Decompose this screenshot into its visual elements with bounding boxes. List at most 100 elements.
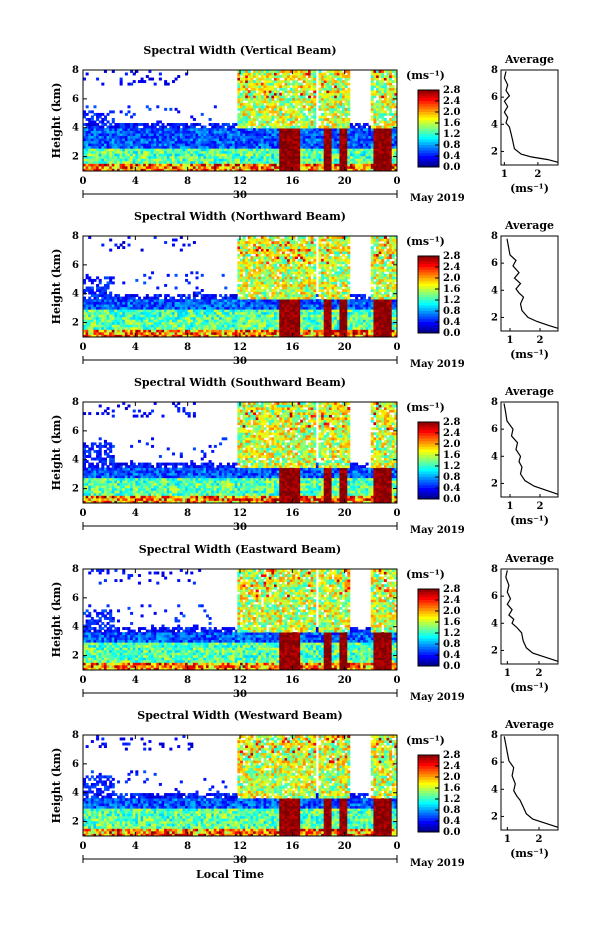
- heatmap-cell: [193, 123, 196, 126]
- heatmap-cell: [211, 302, 214, 305]
- heatmap-cell: [209, 312, 212, 315]
- heatmap-cell: [188, 143, 191, 146]
- heatmap-cell: [203, 294, 206, 297]
- heatmap-cell: [387, 123, 390, 126]
- heatmap-cell: [258, 289, 261, 292]
- heatmap-cell: [117, 314, 120, 317]
- heatmap-cell: [373, 153, 376, 156]
- heatmap-cell: [196, 161, 199, 164]
- heatmap-cell: [279, 138, 282, 141]
- heatmap-cell: [99, 153, 102, 156]
- heatmap-cell: [196, 327, 199, 330]
- heatmap-cell: [345, 126, 348, 129]
- heatmap-cell: [339, 123, 342, 126]
- heatmap-cell: [180, 249, 183, 252]
- heatmap-cell: [258, 115, 261, 118]
- heatmap-cell: [203, 126, 206, 129]
- heatmap-cell: [250, 85, 253, 88]
- heatmap-cell: [237, 143, 240, 146]
- heatmap-cell: [261, 294, 264, 297]
- heatmap-cell: [104, 156, 107, 159]
- heatmap-cell: [329, 108, 332, 111]
- heatmap-cell: [93, 279, 96, 282]
- heatmap-cell: [269, 123, 272, 126]
- heatmap-cell: [266, 322, 269, 325]
- heatmap-cell: [264, 141, 267, 144]
- heatmap-cell: [216, 166, 219, 169]
- heatmap-cell: [313, 141, 316, 144]
- heatmap-cell: [321, 115, 324, 118]
- heatmap-cell: [237, 141, 240, 144]
- heatmap-cell: [93, 153, 96, 156]
- heatmap-cell: [224, 166, 227, 169]
- heatmap-cell: [127, 312, 130, 315]
- heatmap-cell: [248, 75, 251, 78]
- heatmap-cell: [271, 105, 274, 108]
- heatmap-cell: [329, 95, 332, 98]
- heatmap-cell: [319, 166, 322, 169]
- heatmap-cell: [389, 138, 392, 141]
- heatmap-cell: [156, 329, 159, 332]
- heatmap-cell: [148, 302, 151, 305]
- heatmap-cell: [222, 302, 225, 305]
- heatmap-cell: [164, 327, 167, 330]
- day-label: 30: [233, 190, 247, 201]
- heatmap-cell: [91, 314, 94, 317]
- heatmap-cell: [243, 85, 246, 88]
- heatmap-cell: [146, 153, 149, 156]
- heatmap-cell: [256, 73, 259, 76]
- heatmap-cell: [193, 136, 196, 139]
- heatmap-cell: [159, 319, 162, 322]
- heatmap-cell: [143, 281, 146, 284]
- heatmap-cell: [271, 80, 274, 83]
- heatmap-cell: [290, 133, 293, 136]
- heatmap-cell: [141, 161, 144, 164]
- heatmap-cell: [91, 281, 94, 284]
- heatmap-cell: [350, 123, 353, 126]
- heatmap-cell: [266, 317, 269, 320]
- heatmap-cell: [266, 324, 269, 327]
- heatmap-cell: [250, 163, 253, 166]
- heatmap-cell: [358, 158, 361, 161]
- heatmap-cell: [224, 304, 227, 307]
- heatmap-cell: [271, 319, 274, 322]
- heatmap-cell: [279, 113, 282, 116]
- heatmap-cell: [264, 271, 267, 274]
- heatmap-cell: [201, 146, 204, 149]
- heatmap-cell: [342, 121, 345, 124]
- heatmap-cell: [329, 148, 332, 151]
- heatmap-cell: [256, 289, 259, 292]
- heatmap-cell: [203, 312, 206, 315]
- heatmap-cell: [201, 307, 204, 310]
- heatmap-cell: [185, 136, 188, 139]
- heatmap-cell: [169, 307, 172, 310]
- heatmap-cell: [88, 138, 91, 141]
- heatmap-cell: [303, 146, 306, 149]
- heatmap-cell: [261, 166, 264, 169]
- heatmap-cell: [264, 108, 267, 111]
- heatmap-cell: [243, 90, 246, 93]
- heatmap-cell: [185, 128, 188, 131]
- heatmap-cell: [122, 163, 125, 166]
- heatmap-cell: [112, 161, 115, 164]
- heatmap-cell: [264, 307, 267, 310]
- heatmap-cell: [148, 126, 151, 129]
- heatmap-cell: [319, 128, 322, 131]
- heatmap-cell: [206, 166, 209, 169]
- heatmap-cell: [376, 110, 379, 113]
- heatmap-cell: [214, 322, 217, 325]
- heatmap-cell: [366, 143, 369, 146]
- heatmap-cell: [387, 78, 390, 81]
- heatmap-cell: [190, 309, 193, 312]
- heatmap-cell: [107, 156, 110, 159]
- heatmap-cell: [371, 146, 374, 149]
- heatmap-cell: [180, 156, 183, 159]
- heatmap-cell: [214, 297, 217, 300]
- heatmap-cell: [345, 115, 348, 118]
- heatmap-cell: [107, 294, 110, 297]
- heatmap-cell: [350, 148, 353, 151]
- heatmap-cell: [122, 241, 125, 244]
- heatmap-cell: [387, 80, 390, 83]
- heatmap-cell: [329, 153, 332, 156]
- heatmap-cell: [148, 161, 151, 164]
